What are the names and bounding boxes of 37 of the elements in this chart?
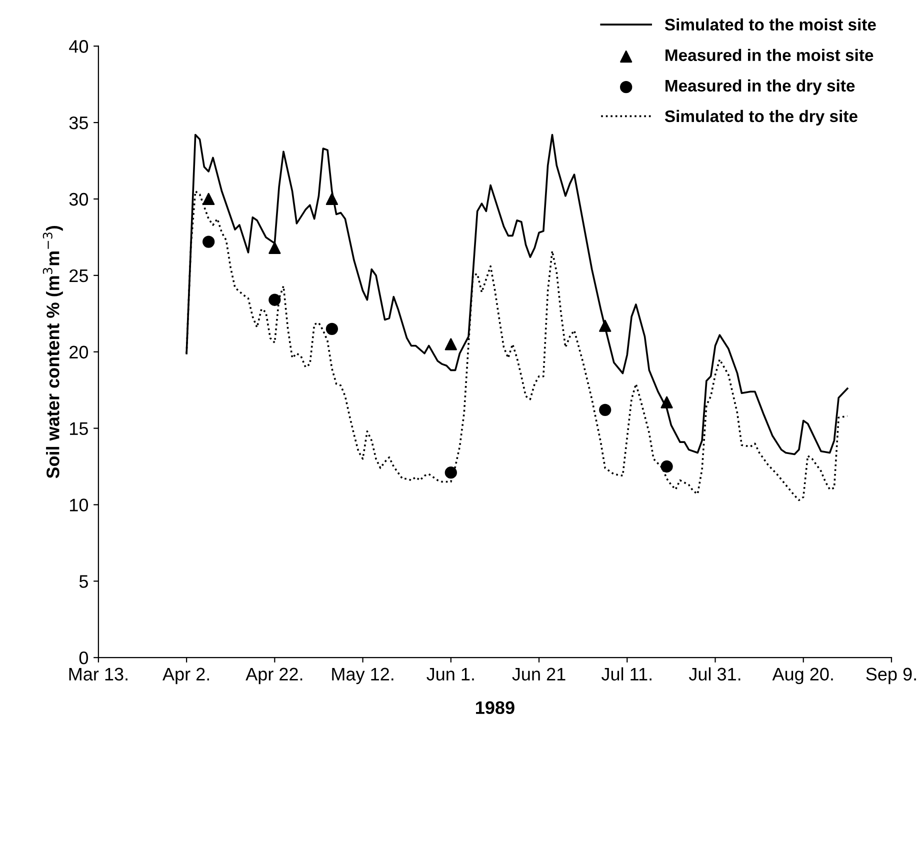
y-tick-label: 10 — [70, 498, 88, 512]
point — [444, 466, 457, 479]
x-tick-label: Aug 20. — [772, 668, 833, 684]
x-tick-label: Jun 1. — [426, 668, 474, 681]
y-tick-label: 0 — [79, 652, 88, 664]
point — [660, 460, 673, 473]
x-tick-label: Sep 9. — [866, 668, 916, 684]
x-tick-label: Mar 13. — [69, 668, 128, 681]
point — [268, 242, 281, 254]
point — [660, 396, 673, 408]
x-tick-label: Jul 11. — [601, 667, 652, 681]
x-tick-label: Apr 2. — [162, 668, 209, 684]
y-tick-label: 15 — [70, 422, 88, 435]
point — [326, 322, 338, 335]
y-tick-label: 25 — [70, 269, 88, 282]
y-tick-label: 40 — [69, 40, 88, 53]
y-tick-label: 30 — [69, 192, 88, 206]
legend-label: Simulated to the dry site — [664, 110, 858, 126]
x-tick-label: May 12. — [332, 668, 394, 684]
point — [268, 294, 281, 306]
legend-label: Measured in the dry site — [666, 79, 855, 95]
y-tick-label: 20 — [70, 346, 88, 359]
point — [326, 192, 338, 206]
x-tick-label: Apr 22. — [246, 668, 302, 684]
x-axis-title: 1989 — [476, 701, 514, 714]
x-tick-label: Jul 31. — [688, 667, 740, 681]
y-axis-title: Soil water content % (m$^{3}$m$^{−3}$) — [42, 226, 63, 478]
legend-label: Simulated to the moist site — [664, 18, 876, 31]
legend-label: Measured in the moist site — [666, 48, 874, 62]
point — [599, 404, 612, 416]
point — [444, 338, 457, 350]
y-tick-label: 35 — [69, 116, 88, 130]
point — [202, 236, 215, 248]
x-tick-label: Jun 21 — [512, 668, 566, 681]
point — [599, 320, 612, 332]
point — [202, 192, 215, 206]
y-tick-label: 5 — [79, 575, 88, 588]
